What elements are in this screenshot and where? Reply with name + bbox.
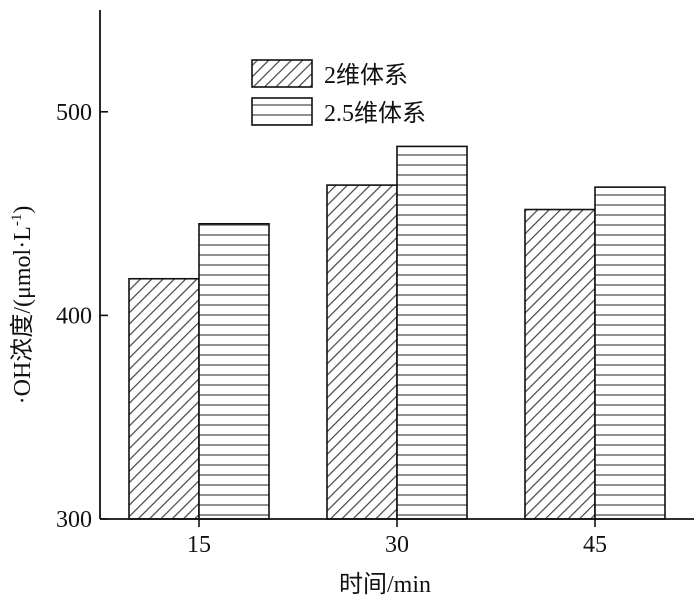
legend-label-1: 2维体系 (324, 62, 408, 89)
bar-series-1-45 (524, 208, 596, 520)
ticks-group: 15 30 45 300 400 500 (56, 100, 607, 558)
legend: 2维体系 2.5维体系 (251, 59, 426, 127)
bar-series-1-30 (326, 184, 398, 520)
legend-label-2: 2.5维体系 (324, 100, 426, 127)
y-axis-title-main: ·OH浓度/(μmol·L (9, 226, 36, 404)
y-tick-label: 300 (56, 507, 92, 533)
legend-swatch-2 (251, 97, 313, 126)
legend-swatch-1 (251, 59, 313, 88)
x-tick-label: 30 (385, 532, 409, 558)
bar-series-2-30 (396, 145, 468, 520)
y-axis-title-close: ) (10, 206, 36, 214)
bars-group (128, 145, 666, 520)
x-tick-label: 45 (583, 532, 607, 558)
x-axis-title: 时间/min (339, 571, 431, 598)
y-axis-title: ·OH浓度/(μmol·L-1) (9, 206, 36, 405)
bar-series-1-15 (128, 277, 200, 520)
bar-series-2-45 (594, 186, 666, 520)
y-axis-title-superscript: -1 (9, 214, 25, 227)
y-tick-label: 500 (56, 100, 92, 126)
y-tick-label: 400 (56, 303, 92, 329)
x-tick-label: 15 (187, 532, 211, 558)
bar-series-2-15 (198, 222, 270, 520)
